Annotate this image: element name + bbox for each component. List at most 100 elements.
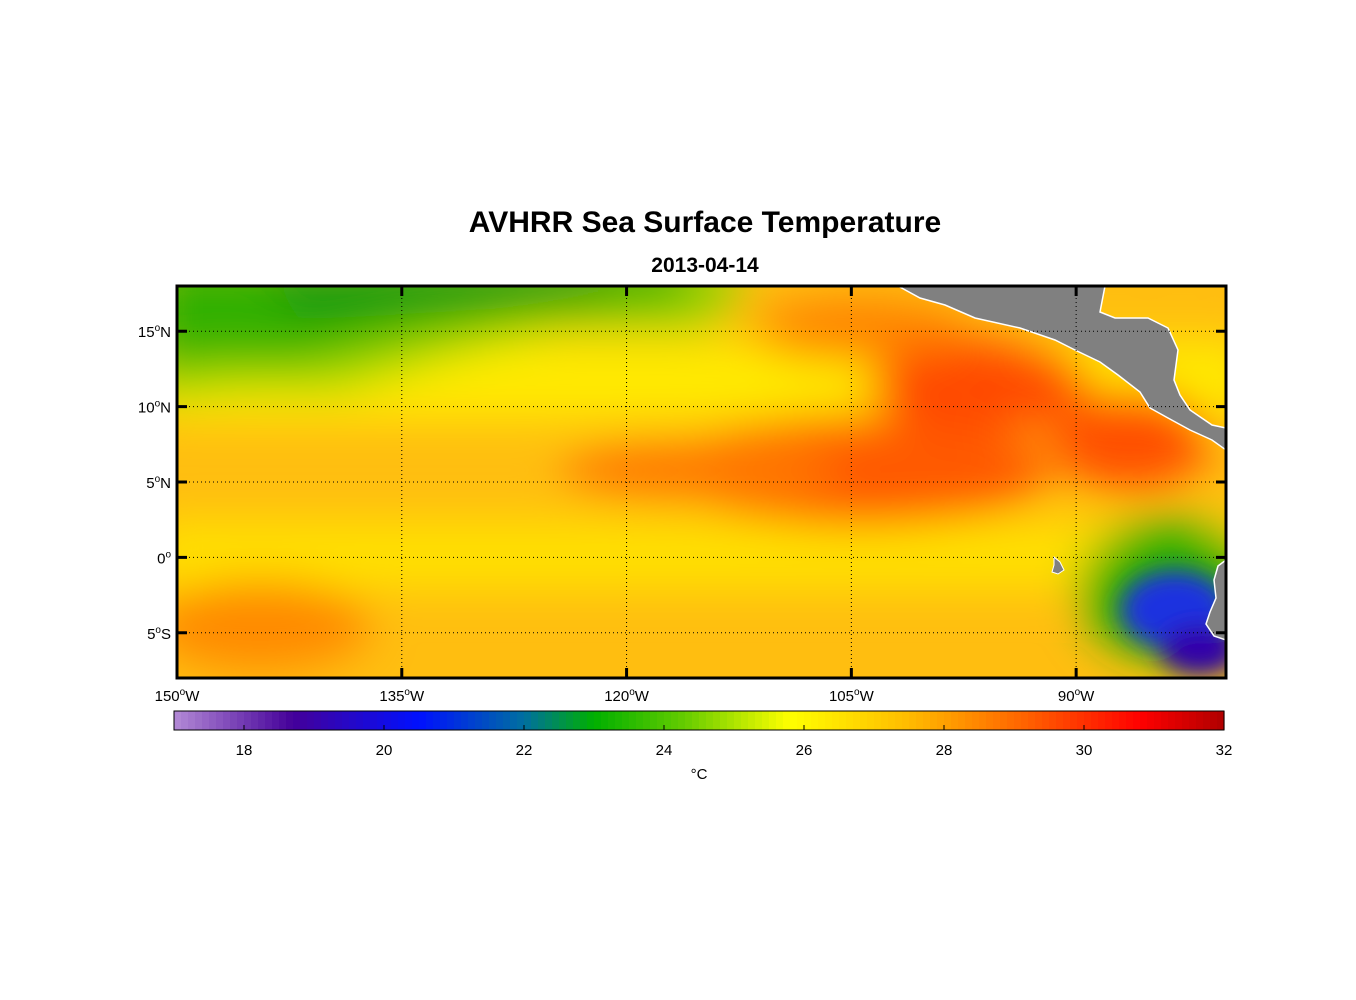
colorbar-segment — [678, 711, 686, 730]
colorbar-segment — [867, 711, 875, 730]
colorbar-segment — [937, 711, 945, 730]
colorbar-segment — [244, 711, 252, 730]
colorbar-segment — [398, 711, 406, 730]
colorbar-segment — [818, 711, 826, 730]
colorbar-segment — [720, 711, 728, 730]
colorbar-tick-label: 32 — [1216, 742, 1233, 759]
colorbar-segment — [377, 711, 385, 730]
colorbar-tick-label: 22 — [516, 742, 533, 759]
colorbar-segment — [503, 711, 511, 730]
colorbar-segment — [433, 711, 441, 730]
colorbar-segment — [636, 711, 644, 730]
colorbar-segment — [356, 711, 364, 730]
colorbar-segment — [762, 711, 770, 730]
colorbar-segment — [1049, 711, 1057, 730]
colorbar-tick-label: 26 — [796, 742, 813, 759]
colorbar-segment — [426, 711, 434, 730]
colorbar-segment — [930, 711, 938, 730]
colorbar-segment — [1147, 711, 1155, 730]
colorbar-segment — [1035, 711, 1043, 730]
lat-tick-label: 5oN — [146, 474, 171, 492]
colorbar-segment — [342, 711, 350, 730]
colorbar-segment — [1070, 711, 1078, 730]
colorbar-segment — [265, 711, 273, 730]
colorbar-segment — [748, 711, 756, 730]
land-galapagos — [1051, 555, 1065, 575]
colorbar-segment — [1063, 711, 1071, 730]
colorbar-segment — [797, 711, 805, 730]
colorbar-segment — [328, 711, 336, 730]
colorbar-segment — [552, 711, 560, 730]
colorbar-segment — [657, 711, 665, 730]
colorbar-segment — [524, 711, 532, 730]
colorbar-segment — [734, 711, 742, 730]
colorbar-segment — [174, 711, 182, 730]
colorbar-segment — [993, 711, 1001, 730]
colorbar-segment — [468, 711, 476, 730]
lon-tick-label: 135oW — [379, 687, 425, 705]
colorbar-segment — [1168, 711, 1176, 730]
colorbar-segment — [608, 711, 616, 730]
colorbar-segment — [517, 711, 525, 730]
colorbar-segment — [545, 711, 553, 730]
colorbar-segment — [1189, 711, 1197, 730]
colorbar-tick-label: 24 — [656, 742, 673, 759]
colorbar-segment — [230, 711, 238, 730]
colorbar-segment — [1056, 711, 1064, 730]
colorbar-segment — [258, 711, 266, 730]
colorbar-segment — [566, 711, 574, 730]
colorbar-tick-label: 20 — [376, 742, 393, 759]
land-yucatan — [1110, 286, 1226, 300]
colorbar-segment — [321, 711, 329, 730]
colorbar-segment — [741, 711, 749, 730]
colorbar-segment — [580, 711, 588, 730]
colorbar-segment — [706, 711, 714, 730]
colorbar-segment — [1077, 711, 1085, 730]
colorbar-segment — [713, 711, 721, 730]
colorbar-segment — [825, 711, 833, 730]
colorbar-segment — [664, 711, 672, 730]
colorbar-segment — [846, 711, 854, 730]
colorbar-segment — [1161, 711, 1169, 730]
colorbar-segment — [1154, 711, 1162, 730]
colorbar-segment — [195, 711, 203, 730]
land-south-america — [1205, 559, 1226, 641]
colorbar-segment — [1007, 711, 1015, 730]
colorbar-segment — [874, 711, 882, 730]
colorbar-segment — [573, 711, 581, 730]
colorbar-segment — [1028, 711, 1036, 730]
colorbar-segment — [832, 711, 840, 730]
colorbar-segment — [699, 711, 707, 730]
colorbar-segment — [615, 711, 623, 730]
colorbar-segment — [671, 711, 679, 730]
colorbar-segment — [951, 711, 959, 730]
colorbar-segment — [839, 711, 847, 730]
lon-tick-label: 90oW — [1058, 687, 1095, 705]
colorbar-segment — [783, 711, 791, 730]
colorbar-segment — [391, 711, 399, 730]
colorbar-segment — [727, 711, 735, 730]
colorbar-segment — [447, 711, 455, 730]
colorbar-segment — [888, 711, 896, 730]
colorbar-segment — [181, 711, 189, 730]
colorbar-unit-label: °C — [691, 766, 708, 783]
longitude-labels: 150oW 135oW 120oW 105oW 90oW — [155, 687, 1096, 705]
colorbar-segment — [1098, 711, 1106, 730]
colorbar-segment — [601, 711, 609, 730]
lon-tick-label: 150oW — [155, 687, 201, 705]
colorbar-segment — [251, 711, 259, 730]
colorbar-segment — [769, 711, 777, 730]
colorbar-frame — [173, 710, 1225, 731]
colorbar-segment — [650, 711, 658, 730]
colorbar-segment — [237, 711, 245, 730]
colorbar-segment — [293, 711, 301, 730]
sst-map — [177, 286, 1226, 678]
colorbar-segment — [622, 711, 630, 730]
map-title: AVHRR Sea Surface Temperature — [468, 206, 942, 239]
colorbar-segment — [1217, 711, 1225, 730]
colorbar-segment — [1133, 711, 1141, 730]
colorbar-segment — [1210, 711, 1218, 730]
colorbar-segment — [307, 711, 315, 730]
colorbar-segment — [300, 711, 308, 730]
